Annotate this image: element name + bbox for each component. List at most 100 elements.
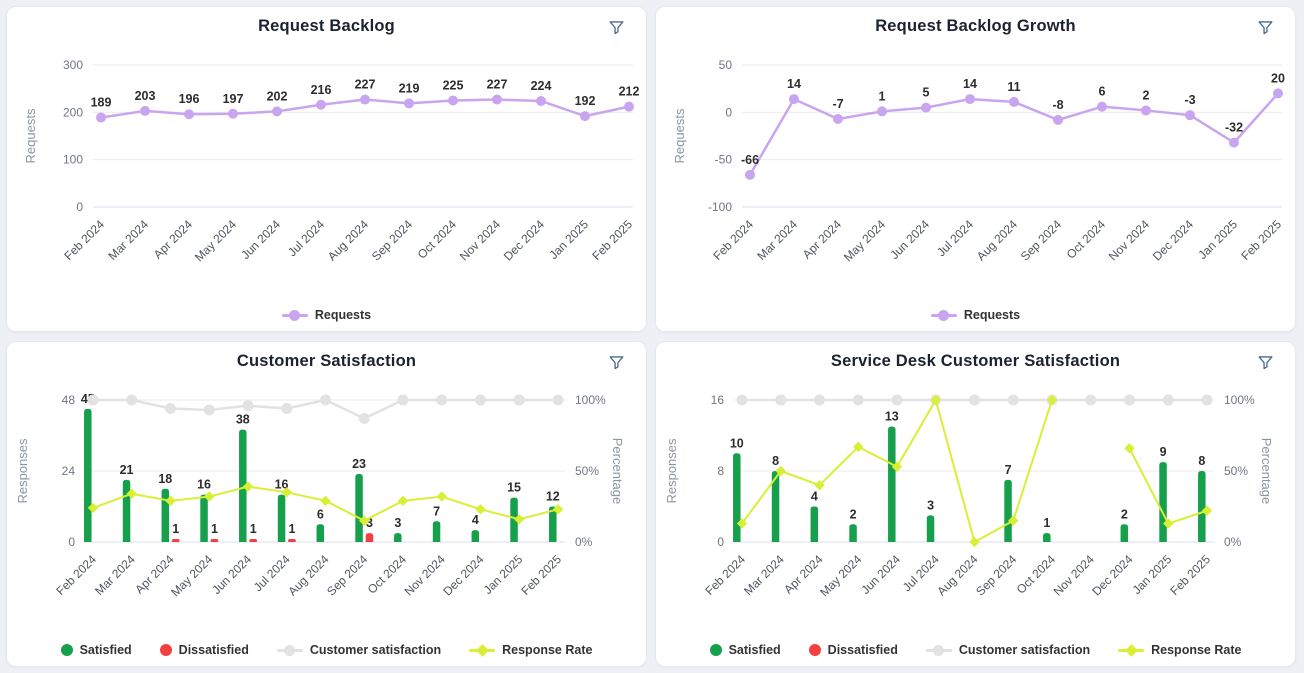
svg-text:Apr 2024: Apr 2024 [799,217,844,262]
svg-text:Aug 2024: Aug 2024 [324,217,370,263]
svg-text:15: 15 [507,481,521,495]
svg-text:11: 11 [1007,80,1020,94]
svg-text:23: 23 [352,457,366,471]
legend-item-response-rate[interactable]: Response Rate [1118,643,1241,657]
legend-label: Response Rate [502,643,593,657]
svg-text:48: 48 [61,393,75,407]
card-customer-satisfaction: Customer Satisfaction 48 24 0 100% 50% 0% Resp… [6,341,647,667]
legend-circle-swatch [159,644,172,656]
svg-text:21: 21 [119,463,133,477]
svg-text:4: 4 [810,490,817,504]
svg-text:Oct 2024: Oct 2024 [414,217,459,262]
chart-legend: Satisfied Dissatisfied Customer satisfacti… [9,643,644,657]
legend-line-circle-swatch [276,644,303,657]
legend-item-satisfied[interactable]: Satisfied [60,643,132,657]
legend-label: Requests [963,308,1021,322]
chart-legend: Requests [658,308,1293,322]
card-request-backlog: Request Backlog 300 200 100 0 Requests Feb 20… [6,6,647,332]
svg-text:-7: -7 [832,97,843,111]
legend-label: Dissatisfied [178,643,249,657]
svg-text:3: 3 [927,498,934,512]
legend-item-requests[interactable]: Requests [281,308,371,322]
svg-text:225: 225 [442,79,463,93]
svg-text:0: 0 [725,105,732,119]
svg-text:Mar 2024: Mar 2024 [92,552,138,598]
legend-item-customer-satisfaction[interactable]: Customer satisfaction [276,643,441,657]
svg-text:Mar 2024: Mar 2024 [754,217,800,263]
svg-text:Aug 2024: Aug 2024 [285,552,331,598]
svg-text:12: 12 [545,490,559,504]
filter-button[interactable] [1254,351,1277,374]
svg-text:Apr 2024: Apr 2024 [150,217,195,262]
funnel-icon [1258,356,1273,370]
svg-text:100: 100 [62,153,82,167]
legend-item-customer-satisfaction[interactable]: Customer satisfaction [925,643,1090,657]
svg-text:8: 8 [772,454,779,468]
svg-text:0%: 0% [575,535,593,549]
svg-text:Sep 2024: Sep 2024 [973,552,1019,598]
svg-text:8: 8 [1198,454,1205,468]
svg-text:Sep 2024: Sep 2024 [324,552,370,598]
svg-text:Jul 2024: Jul 2024 [285,217,327,259]
svg-text:Requests: Requests [23,108,38,163]
svg-text:1: 1 [249,522,256,536]
legend-circle-swatch [709,644,722,656]
filter-button[interactable] [605,16,628,39]
svg-text:14: 14 [963,77,977,91]
chart-legend: Satisfied Dissatisfied Customer satisfacti… [658,643,1293,657]
svg-text:0: 0 [76,200,83,214]
svg-text:18: 18 [158,472,172,486]
legend-line-diamond-swatch [1118,643,1145,657]
svg-text:Mar 2024: Mar 2024 [105,217,151,263]
svg-text:Dec 2024: Dec 2024 [1149,217,1195,263]
svg-text:Feb 2024: Feb 2024 [61,217,107,263]
svg-text:192: 192 [574,94,595,108]
svg-text:20: 20 [1271,71,1285,85]
svg-text:14: 14 [787,77,801,91]
funnel-icon [609,356,624,370]
service-desk-customer-satisfaction-chart: 16 8 0 100% 50% 0% Responses Percentage Feb 2024… [664,393,1274,599]
svg-text:7: 7 [433,504,440,518]
filter-button[interactable] [1254,16,1277,39]
legend-item-satisfied[interactable]: Satisfied [709,643,781,657]
svg-text:Jan 2025: Jan 2025 [546,217,591,262]
legend-circle-swatch [808,644,821,656]
legend-line-diamond-swatch [469,643,496,657]
legend-circle-swatch [60,644,73,656]
svg-text:227: 227 [354,78,375,92]
card-service-desk-customer-satisfaction: Service Desk Customer Satisfaction 16 8 0 1… [655,341,1296,667]
legend-item-dissatisfied[interactable]: Dissatisfied [159,643,249,657]
svg-text:Nov 2024: Nov 2024 [1105,217,1151,263]
svg-text:100%: 100% [575,393,606,407]
svg-text:6: 6 [1098,85,1105,99]
svg-text:Feb 2025: Feb 2025 [589,217,635,263]
chart-title: Service Desk Customer Satisfaction [830,351,1121,370]
svg-text:May 2024: May 2024 [817,552,864,599]
svg-text:Nov 2024: Nov 2024 [401,552,447,598]
legend-label: Satisfied [79,643,132,657]
svg-text:38: 38 [235,413,249,427]
svg-text:16: 16 [197,478,211,492]
svg-text:Mar 2024: Mar 2024 [741,552,787,598]
legend-item-response-rate[interactable]: Response Rate [469,643,592,657]
legend-label: Satisfied [728,643,781,657]
svg-text:Requests: Requests [672,108,687,163]
legend-label: Response Rate [1151,643,1242,657]
svg-text:203: 203 [134,89,155,103]
svg-text:Jan 2025: Jan 2025 [1129,552,1174,597]
svg-text:216: 216 [310,83,331,97]
svg-text:1: 1 [878,89,885,103]
svg-text:Percentage: Percentage [610,438,625,505]
svg-text:Nov 2024: Nov 2024 [1050,552,1096,598]
svg-text:1: 1 [1043,516,1050,530]
legend-item-dissatisfied[interactable]: Dissatisfied [808,643,898,657]
filter-button[interactable] [605,351,628,374]
legend-item-requests[interactable]: Requests [930,308,1021,322]
svg-text:Jul 2024: Jul 2024 [934,217,976,259]
card-header: Service Desk Customer Satisfaction [658,346,1293,376]
svg-text:Jun 2024: Jun 2024 [887,217,932,262]
svg-text:2: 2 [1142,88,1149,102]
legend-line-circle-swatch [930,309,957,322]
funnel-icon [1258,21,1273,35]
